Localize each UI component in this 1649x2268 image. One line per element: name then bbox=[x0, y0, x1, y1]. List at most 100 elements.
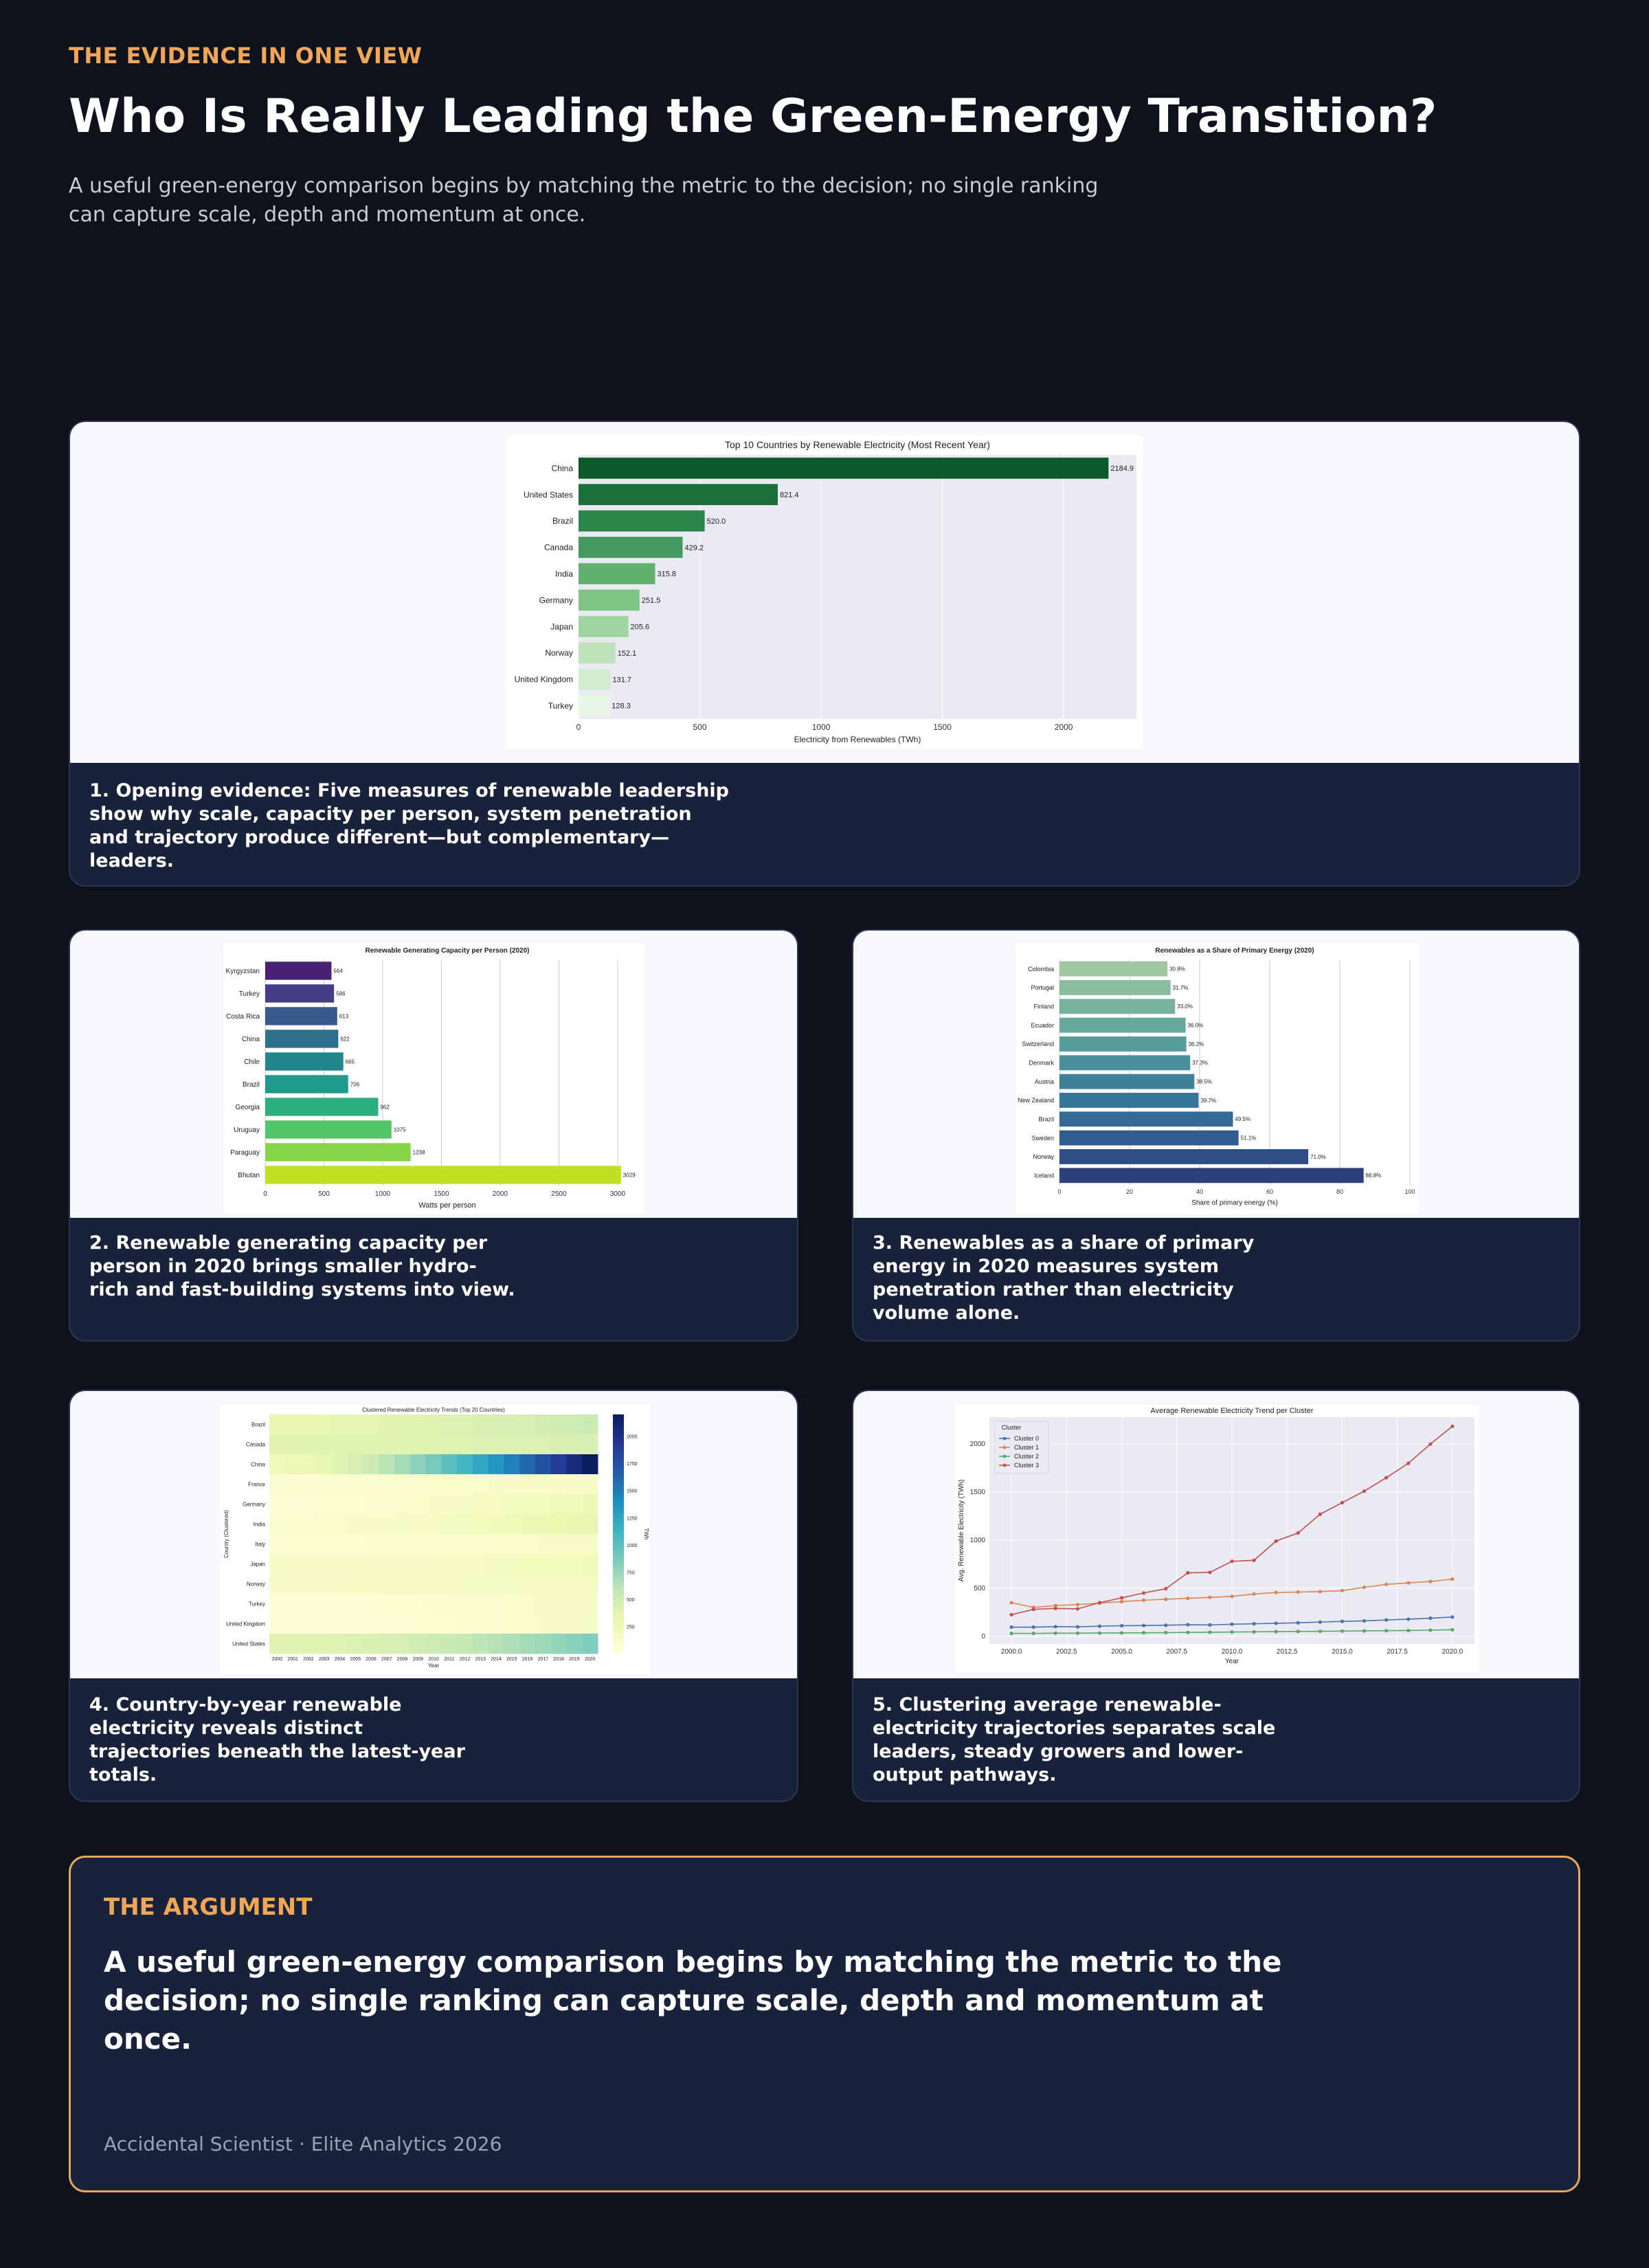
colorbar-segment bbox=[613, 1462, 624, 1467]
heatmap-cell bbox=[394, 1474, 411, 1495]
column-label: 2002 bbox=[303, 1657, 314, 1662]
row-label: United States bbox=[232, 1641, 265, 1647]
heatmap-cell bbox=[347, 1574, 364, 1594]
data-point bbox=[1252, 1630, 1256, 1634]
colorbar-tick: 1000 bbox=[627, 1544, 638, 1548]
heatmap-cell bbox=[441, 1474, 458, 1495]
colorbar-segment bbox=[613, 1605, 624, 1610]
heatmap-cell bbox=[425, 1494, 442, 1515]
argument-kicker: THE ARGUMENT bbox=[104, 1893, 313, 1921]
heatmap-cell bbox=[488, 1554, 504, 1575]
data-point bbox=[1075, 1603, 1079, 1607]
heatmap-cell bbox=[425, 1574, 442, 1594]
data-point bbox=[1384, 1629, 1389, 1633]
chart-title: Renewable Generating Capacity per Person… bbox=[366, 947, 530, 955]
x-axis-label: Watts per person bbox=[418, 1201, 475, 1210]
x-tick-label: 2010.0 bbox=[1222, 1648, 1243, 1656]
card-caption-2: 2. Renewable generating capacity per per… bbox=[89, 1232, 515, 1300]
heatmap-cell bbox=[535, 1594, 552, 1614]
column-label: 2018 bbox=[553, 1657, 564, 1662]
x-axis-label: Year bbox=[428, 1663, 440, 1669]
colorbar-segment bbox=[613, 1474, 624, 1479]
heatmap-cell bbox=[394, 1454, 411, 1475]
heatmap-cell bbox=[472, 1434, 489, 1455]
heatmap-cell bbox=[550, 1514, 567, 1535]
category-label: Chile bbox=[244, 1058, 260, 1066]
category-label: Kyrgyzstan bbox=[226, 968, 260, 975]
bar bbox=[1059, 1074, 1195, 1089]
heatmap-cell bbox=[379, 1594, 395, 1614]
heatmap-cell bbox=[441, 1514, 458, 1535]
figure-panel-3: 0 20 40 60 80 100 Colombia 30.8% Portugal 31.7% Fi… bbox=[853, 931, 1579, 1218]
x-tick-label: 80 bbox=[1336, 1188, 1343, 1195]
x-tick-label: 1500 bbox=[933, 722, 952, 732]
column-label: 2020 bbox=[585, 1657, 596, 1662]
bar bbox=[1059, 1111, 1233, 1127]
heatmap-cell bbox=[284, 1614, 302, 1634]
heatmap-cell bbox=[284, 1454, 302, 1475]
data-label: 962 bbox=[380, 1104, 390, 1110]
heatmap-cell bbox=[332, 1554, 348, 1575]
heatmap-cell bbox=[566, 1414, 583, 1435]
category-label: United Kingdom bbox=[515, 675, 573, 685]
heatmap-cell bbox=[519, 1634, 536, 1654]
heatmap-cell bbox=[316, 1554, 333, 1575]
heatmap-cell bbox=[457, 1594, 473, 1614]
heatmap-cell bbox=[316, 1614, 333, 1634]
data-point bbox=[1252, 1558, 1256, 1562]
chart-cluster-trends: 2000.0 2002.5 2005.0 2007.5 2010.0 2012.5 2015… bbox=[955, 1405, 1479, 1673]
heatmap-cell bbox=[316, 1574, 333, 1594]
colorbar-segment bbox=[613, 1454, 624, 1459]
heatmap-cell bbox=[519, 1434, 536, 1455]
x-tick-label: 100 bbox=[1404, 1188, 1415, 1195]
heatmap-cell bbox=[472, 1594, 489, 1614]
column-label: 2000 bbox=[272, 1657, 283, 1662]
bar bbox=[579, 537, 683, 558]
colorbar-segment bbox=[613, 1586, 624, 1590]
heatmap-cell bbox=[441, 1574, 458, 1594]
heatmap-cell bbox=[472, 1514, 489, 1535]
column-label: 2019 bbox=[569, 1657, 580, 1662]
heatmap-cell bbox=[410, 1474, 427, 1495]
colorbar-segment bbox=[613, 1430, 624, 1435]
x-tick-label: 20 bbox=[1126, 1188, 1133, 1195]
colorbar-segment bbox=[613, 1434, 624, 1439]
heatmap-cell bbox=[300, 1634, 317, 1654]
data-point bbox=[1164, 1597, 1168, 1601]
bar bbox=[265, 1052, 344, 1071]
data-label: 706 bbox=[350, 1081, 360, 1087]
x-tick-label: 2500 bbox=[551, 1190, 567, 1198]
data-point bbox=[1340, 1619, 1345, 1623]
colorbar-segment bbox=[613, 1566, 624, 1570]
chart-heatmap-trends: Brazil Canada China France Germany India Italy… bbox=[220, 1405, 650, 1674]
heatmap-cell bbox=[550, 1554, 567, 1575]
data-label: 128.3 bbox=[612, 702, 631, 711]
bar bbox=[579, 510, 705, 532]
category-label: Brazil bbox=[1038, 1115, 1054, 1122]
heatmap-cell bbox=[379, 1614, 395, 1634]
category-label: Costa Rica bbox=[226, 1013, 260, 1021]
chart-primary-energy-share: 0 20 40 60 80 100 Colombia 30.8% Portugal 31.7% Fi… bbox=[1016, 943, 1418, 1214]
heatmap-cell bbox=[535, 1414, 552, 1435]
heatmap-cell bbox=[269, 1554, 286, 1575]
heatmap-cell bbox=[504, 1474, 520, 1495]
heatmap-cell bbox=[332, 1454, 348, 1475]
category-label: Portugal bbox=[1031, 984, 1054, 991]
heatmap-cell bbox=[316, 1514, 333, 1535]
column-label: 2003 bbox=[319, 1657, 330, 1662]
x-tick-label: 2000.0 bbox=[1001, 1648, 1022, 1656]
x-tick-label: 3000 bbox=[610, 1190, 626, 1198]
colorbar-tick: 250 bbox=[627, 1625, 635, 1630]
x-tick-label: 2000 bbox=[493, 1190, 508, 1198]
bar bbox=[579, 616, 629, 637]
colorbar-label: TWh bbox=[643, 1528, 649, 1540]
heatmap-cell bbox=[566, 1634, 583, 1654]
column-label: 2014 bbox=[491, 1657, 502, 1662]
heatmap-cell bbox=[347, 1534, 364, 1555]
row-label: Japan bbox=[250, 1561, 265, 1568]
heatmap-cell bbox=[410, 1634, 427, 1654]
data-point bbox=[1186, 1623, 1190, 1627]
x-tick-label: 40 bbox=[1196, 1188, 1203, 1195]
data-label: 586 bbox=[336, 990, 346, 997]
heatmap-cell bbox=[300, 1454, 317, 1475]
